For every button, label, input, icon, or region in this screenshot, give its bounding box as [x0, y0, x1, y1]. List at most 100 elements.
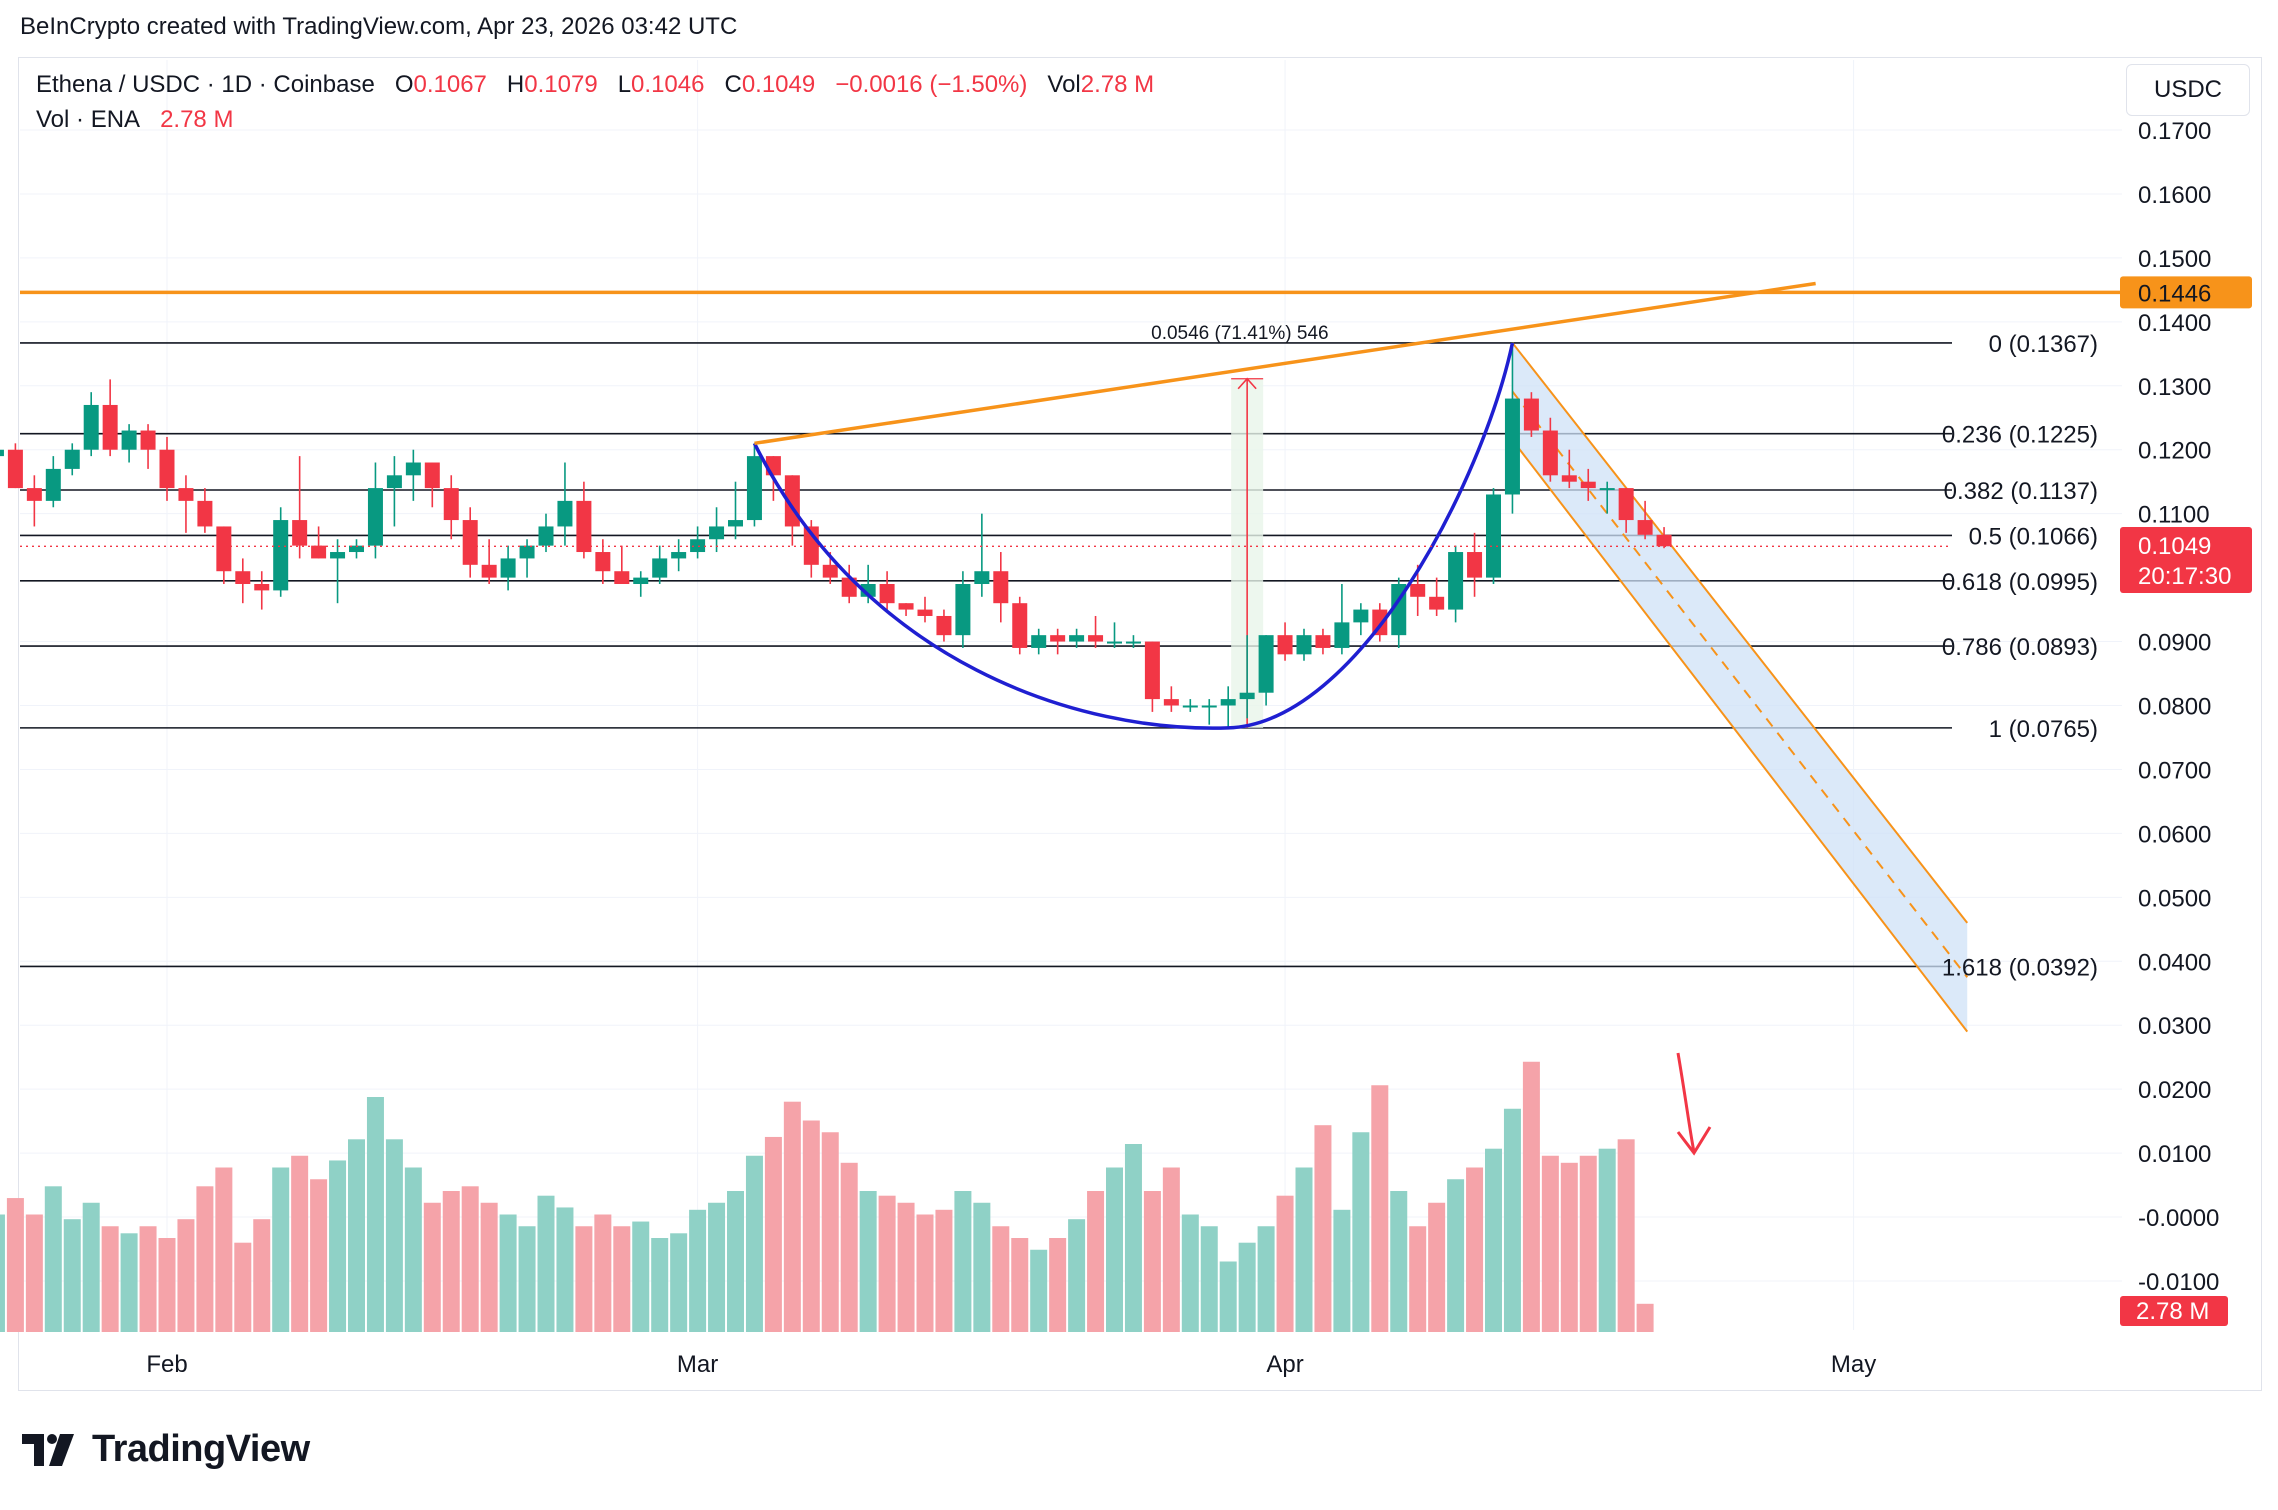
candle-body [538, 526, 554, 546]
volume-legend-label[interactable]: Vol · ENA [36, 106, 141, 133]
volume-legend: Vol · ENA 2.78 M [36, 106, 233, 134]
y-axis-tick: 0.0700 [2138, 757, 2211, 784]
candle-body [83, 404, 99, 450]
candle-body [993, 571, 1009, 604]
volume-bar [1181, 1214, 1199, 1332]
candle-body [690, 539, 706, 553]
x-axis-tick: Feb [146, 1351, 187, 1378]
volume-bar [1030, 1249, 1048, 1332]
fib-label: 0.5 (0.1066) [1969, 523, 2098, 550]
candle-body [1486, 494, 1501, 578]
candle-body [519, 545, 535, 559]
candle-body [0, 449, 4, 457]
candle-body [1334, 622, 1350, 648]
volume-bar [1333, 1209, 1351, 1332]
candle-body [1467, 552, 1483, 578]
candle-body [178, 488, 194, 501]
y-axis-tick: 0.0900 [2138, 630, 2211, 657]
candle-body [898, 603, 914, 610]
volume-bar [651, 1238, 669, 1332]
candle-body [746, 456, 762, 521]
volume-bar [745, 1155, 763, 1332]
candle-body [1031, 635, 1047, 648]
volume-bar [0, 1214, 5, 1332]
candle-body [1448, 552, 1464, 610]
volume-bar [859, 1191, 877, 1332]
volume-bar [1049, 1238, 1067, 1332]
tradingview-brand: TradingView [92, 1428, 310, 1470]
y-axis-tick: 0.1100 [2138, 502, 2210, 529]
volume-bar [404, 1167, 422, 1332]
measure-label: 0.0546 (71.41%) 546 [1151, 323, 1328, 344]
currency-button[interactable]: USDC [2126, 64, 2250, 116]
candle-body [595, 552, 611, 572]
candle-body [481, 564, 497, 578]
volume-bar [291, 1155, 309, 1332]
volume-bar [1143, 1191, 1161, 1332]
candle-body [159, 449, 175, 489]
candle-body [576, 500, 592, 553]
volume-bar [6, 1198, 24, 1332]
candle-body [1277, 635, 1293, 655]
volume-bar [272, 1167, 290, 1332]
candle-body [1220, 699, 1236, 706]
candle-body [1144, 641, 1160, 700]
volume-bar [1257, 1226, 1275, 1332]
volume-bar [82, 1202, 100, 1332]
resistance-badge [2120, 276, 2252, 309]
volume-bar [518, 1226, 536, 1332]
channel-lower-line [1511, 439, 1969, 1033]
candle-body [1107, 641, 1122, 644]
volume-bar [215, 1167, 233, 1332]
fib-label: 0.618 (0.0995) [1942, 569, 2098, 596]
legend-l-label: L [617, 71, 632, 98]
volume-bar [1371, 1085, 1389, 1332]
y-axis-tick: 0.0300 [2138, 1013, 2211, 1040]
tradingview-logo[interactable]: TradingView [22, 1428, 310, 1471]
legend-change: −0.0016 (−1.50%) [835, 71, 1028, 98]
candle-body [311, 545, 327, 559]
volume-bar [25, 1214, 43, 1332]
candle-body [1637, 520, 1653, 535]
volume-bar [196, 1186, 214, 1332]
candle-body [1618, 488, 1634, 521]
legend-close: 0.1049 [741, 71, 816, 98]
volume-bar [1485, 1148, 1502, 1332]
y-axis-tick: 0.0600 [2138, 821, 2211, 848]
candle-body [822, 564, 838, 578]
volume-bar [802, 1120, 820, 1332]
candle-body [671, 552, 687, 559]
volume-bar [935, 1209, 953, 1332]
volume-bar [992, 1226, 1010, 1332]
candle-body [1656, 534, 1672, 547]
volume-bar [461, 1186, 479, 1332]
candle-body [386, 475, 402, 489]
volume-bar [613, 1226, 631, 1332]
volume-bar [537, 1195, 555, 1332]
chart-attribution: BeInCrypto created with TradingView.com,… [20, 13, 738, 40]
candle-body [462, 520, 478, 565]
candle-body [367, 488, 383, 546]
volume-bar [878, 1195, 896, 1332]
y-axis-tick: 0.0500 [2138, 885, 2211, 912]
channel-upper-line [1511, 342, 1969, 924]
volume-bar [1238, 1242, 1256, 1332]
candle-body [1069, 635, 1085, 642]
legend-symbol[interactable]: Ethena / USDC · 1D · Coinbase [36, 71, 375, 98]
candle-body [1504, 398, 1520, 495]
candle-body [1088, 635, 1104, 642]
y-axis-tick: 0.0200 [2138, 1077, 2211, 1104]
legend-open: 0.1067 [413, 71, 487, 98]
candle-body [254, 584, 270, 591]
candle-body [1201, 705, 1217, 708]
y-axis-tick: 0.0800 [2138, 694, 2211, 721]
candle-body [917, 609, 933, 616]
candle-body [424, 462, 440, 489]
rising-trendline [754, 281, 1816, 446]
fib-label: 1.618 (0.0392) [1942, 954, 2098, 981]
volume-bar [423, 1202, 441, 1332]
volume-bar [954, 1191, 972, 1332]
volume-bar [480, 1202, 498, 1332]
y-axis-tick: 0.1300 [2138, 374, 2211, 401]
candle-body [330, 552, 346, 559]
